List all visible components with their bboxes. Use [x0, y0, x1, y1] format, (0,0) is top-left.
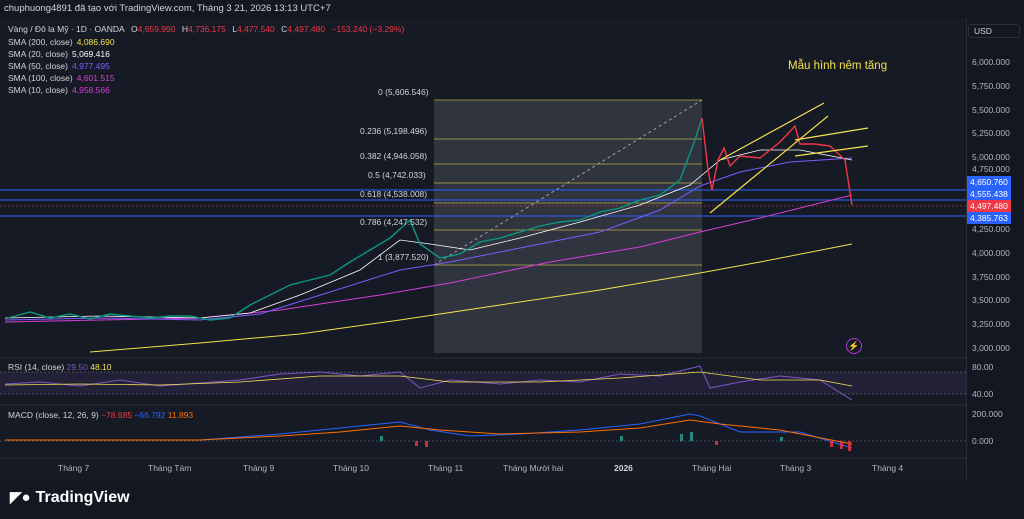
time-tick: Tháng Hai	[692, 463, 732, 473]
fib-label-0: 0 (5,606.546)	[378, 87, 429, 97]
fib-label-0618: 0.618 (4,538.008)	[360, 189, 428, 199]
time-tick: Tháng 4	[872, 463, 904, 473]
indicator-label: SMA (20, close)	[8, 49, 68, 59]
indicator-legend-sma20[interactable]: SMA (20, close) 5,069.416	[8, 49, 114, 59]
fib-label-1: 1 (3,877.520)	[378, 252, 429, 262]
price-axis[interactable]	[966, 18, 1024, 480]
price-tick: 3,500.000	[972, 295, 1010, 305]
footer	[0, 480, 1024, 519]
price-tick: 4,250.000	[972, 224, 1010, 234]
fib-label-05: 0.5 (4,742.033)	[368, 170, 426, 180]
macd-signal-value: −66.792	[134, 410, 166, 420]
high-label: H	[181, 24, 189, 34]
open-value: 4,659.990	[137, 24, 176, 34]
price-tag: 4,385.763	[967, 212, 1011, 224]
current-price-tag: 4,497.480	[967, 200, 1011, 212]
rsi-legend[interactable]: RSI (14, close) 29.50 48.10	[8, 362, 112, 372]
price-tick: 4,750.000	[972, 164, 1010, 174]
macd-title: MACD (close, 12, 26, 9)	[8, 410, 99, 420]
symbol-name: Vàng / Đô la Mỹ · 1D · OANDA	[8, 24, 125, 34]
price-tick: 3,250.000	[972, 319, 1010, 329]
time-tick: Tháng Tám	[148, 463, 192, 473]
low-value: 4,477.540	[236, 24, 275, 34]
wedge-annotation: Mẫu hình nêm tăng	[788, 60, 888, 72]
indicator-label: SMA (50, close)	[8, 61, 68, 71]
price-tick: 5,750.000	[972, 81, 1010, 91]
lightning-icon[interactable]: ⚡	[846, 338, 862, 354]
price-tick: 5,500.000	[972, 105, 1010, 115]
change-value: −153.240 (−3.29%)	[331, 24, 405, 34]
fib-retracement-box	[434, 100, 702, 353]
time-tick: Tháng Mười hai	[503, 463, 564, 473]
indicator-value: 4,977.495	[72, 61, 110, 71]
time-tick: Tháng 10	[333, 463, 369, 473]
indicator-legend-sma100[interactable]: SMA (100, close) 4,601.515	[8, 73, 119, 83]
indicator-legend-sma10[interactable]: SMA (10, close) 4,958.566	[8, 85, 114, 95]
macd-legend[interactable]: MACD (close, 12, 26, 9) −78.685 −66.792 …	[8, 410, 193, 420]
chart-graphics	[0, 99, 966, 459]
chart-header: chuphuong4891 đã tạo với TradingView.com…	[0, 0, 1024, 18]
price-tick: 4,000.000	[972, 248, 1010, 258]
chart-area[interactable]	[0, 18, 1024, 480]
time-tick-year: 2026	[614, 463, 633, 473]
close-label: C	[281, 24, 288, 34]
indicator-label: SMA (200, close)	[8, 37, 73, 47]
indicator-value: 4,601.515	[76, 73, 115, 83]
open-label: O	[131, 24, 138, 34]
symbol-legend[interactable]: Vàng / Đô la Mỹ · 1D · OANDA O4,659.990 …	[8, 24, 408, 34]
rsi-value: 29.50	[66, 362, 88, 372]
price-tick: 6,000.000	[972, 57, 1010, 67]
indicator-legend-sma50[interactable]: SMA (50, close) 4,977.495	[8, 61, 114, 71]
price-tag: 4,555.438	[967, 188, 1011, 200]
rsi-ma-value: 48.10	[90, 362, 112, 372]
fib-label-0236: 0.236 (5,198.496)	[360, 126, 428, 136]
macd-hist-value: 11.893	[167, 410, 194, 420]
time-tick: Tháng 11	[428, 463, 464, 473]
rsi-tick: 40.00	[972, 389, 994, 399]
high-value: 4,736.175	[188, 24, 226, 34]
time-tick: Tháng 7	[58, 463, 90, 473]
rsi-title: RSI (14, close)	[8, 362, 65, 372]
brand-name: TradingView	[35, 489, 130, 506]
price-tick: 5,250.000	[972, 128, 1010, 138]
price-tick: 3,750.000	[972, 272, 1010, 282]
indicator-value: 4,958.566	[72, 85, 110, 95]
low-label: L	[232, 24, 237, 34]
macd-tick: 0.000	[972, 436, 994, 446]
indicator-label: SMA (100, close)	[8, 73, 73, 83]
rsi-tick: 80.00	[972, 362, 994, 372]
tradingview-logo[interactable]: ◤● TradingView	[10, 488, 130, 507]
indicator-legend-sma200[interactable]: SMA (200, close) 4,086.690	[8, 37, 119, 47]
time-tick: Tháng 3	[780, 463, 812, 473]
indicator-value: 4,086.690	[76, 37, 115, 47]
macd-value: −78.685	[101, 410, 133, 420]
close-value: 4,497.480	[287, 24, 326, 34]
header-title: chuphuong4891 đã tạo với TradingView.com…	[4, 3, 331, 14]
macd-tick: 200.000	[972, 409, 1003, 419]
time-tick: Tháng 9	[243, 463, 275, 473]
price-tick: 3,000.000	[972, 343, 1010, 353]
tradingview-logo-icon: ◤●	[10, 489, 31, 506]
price-tick: 5,000.000	[972, 152, 1010, 162]
fib-label-0382: 0.382 (4,946.058)	[360, 151, 428, 161]
fib-label-0786: 0.786 (4,247.532)	[360, 217, 428, 227]
indicator-value: 5,069.416	[72, 49, 110, 59]
indicator-label: SMA (10, close)	[8, 85, 68, 95]
currency-button[interactable]: USD	[968, 24, 1020, 38]
price-tag: 4,650.760	[967, 176, 1011, 188]
